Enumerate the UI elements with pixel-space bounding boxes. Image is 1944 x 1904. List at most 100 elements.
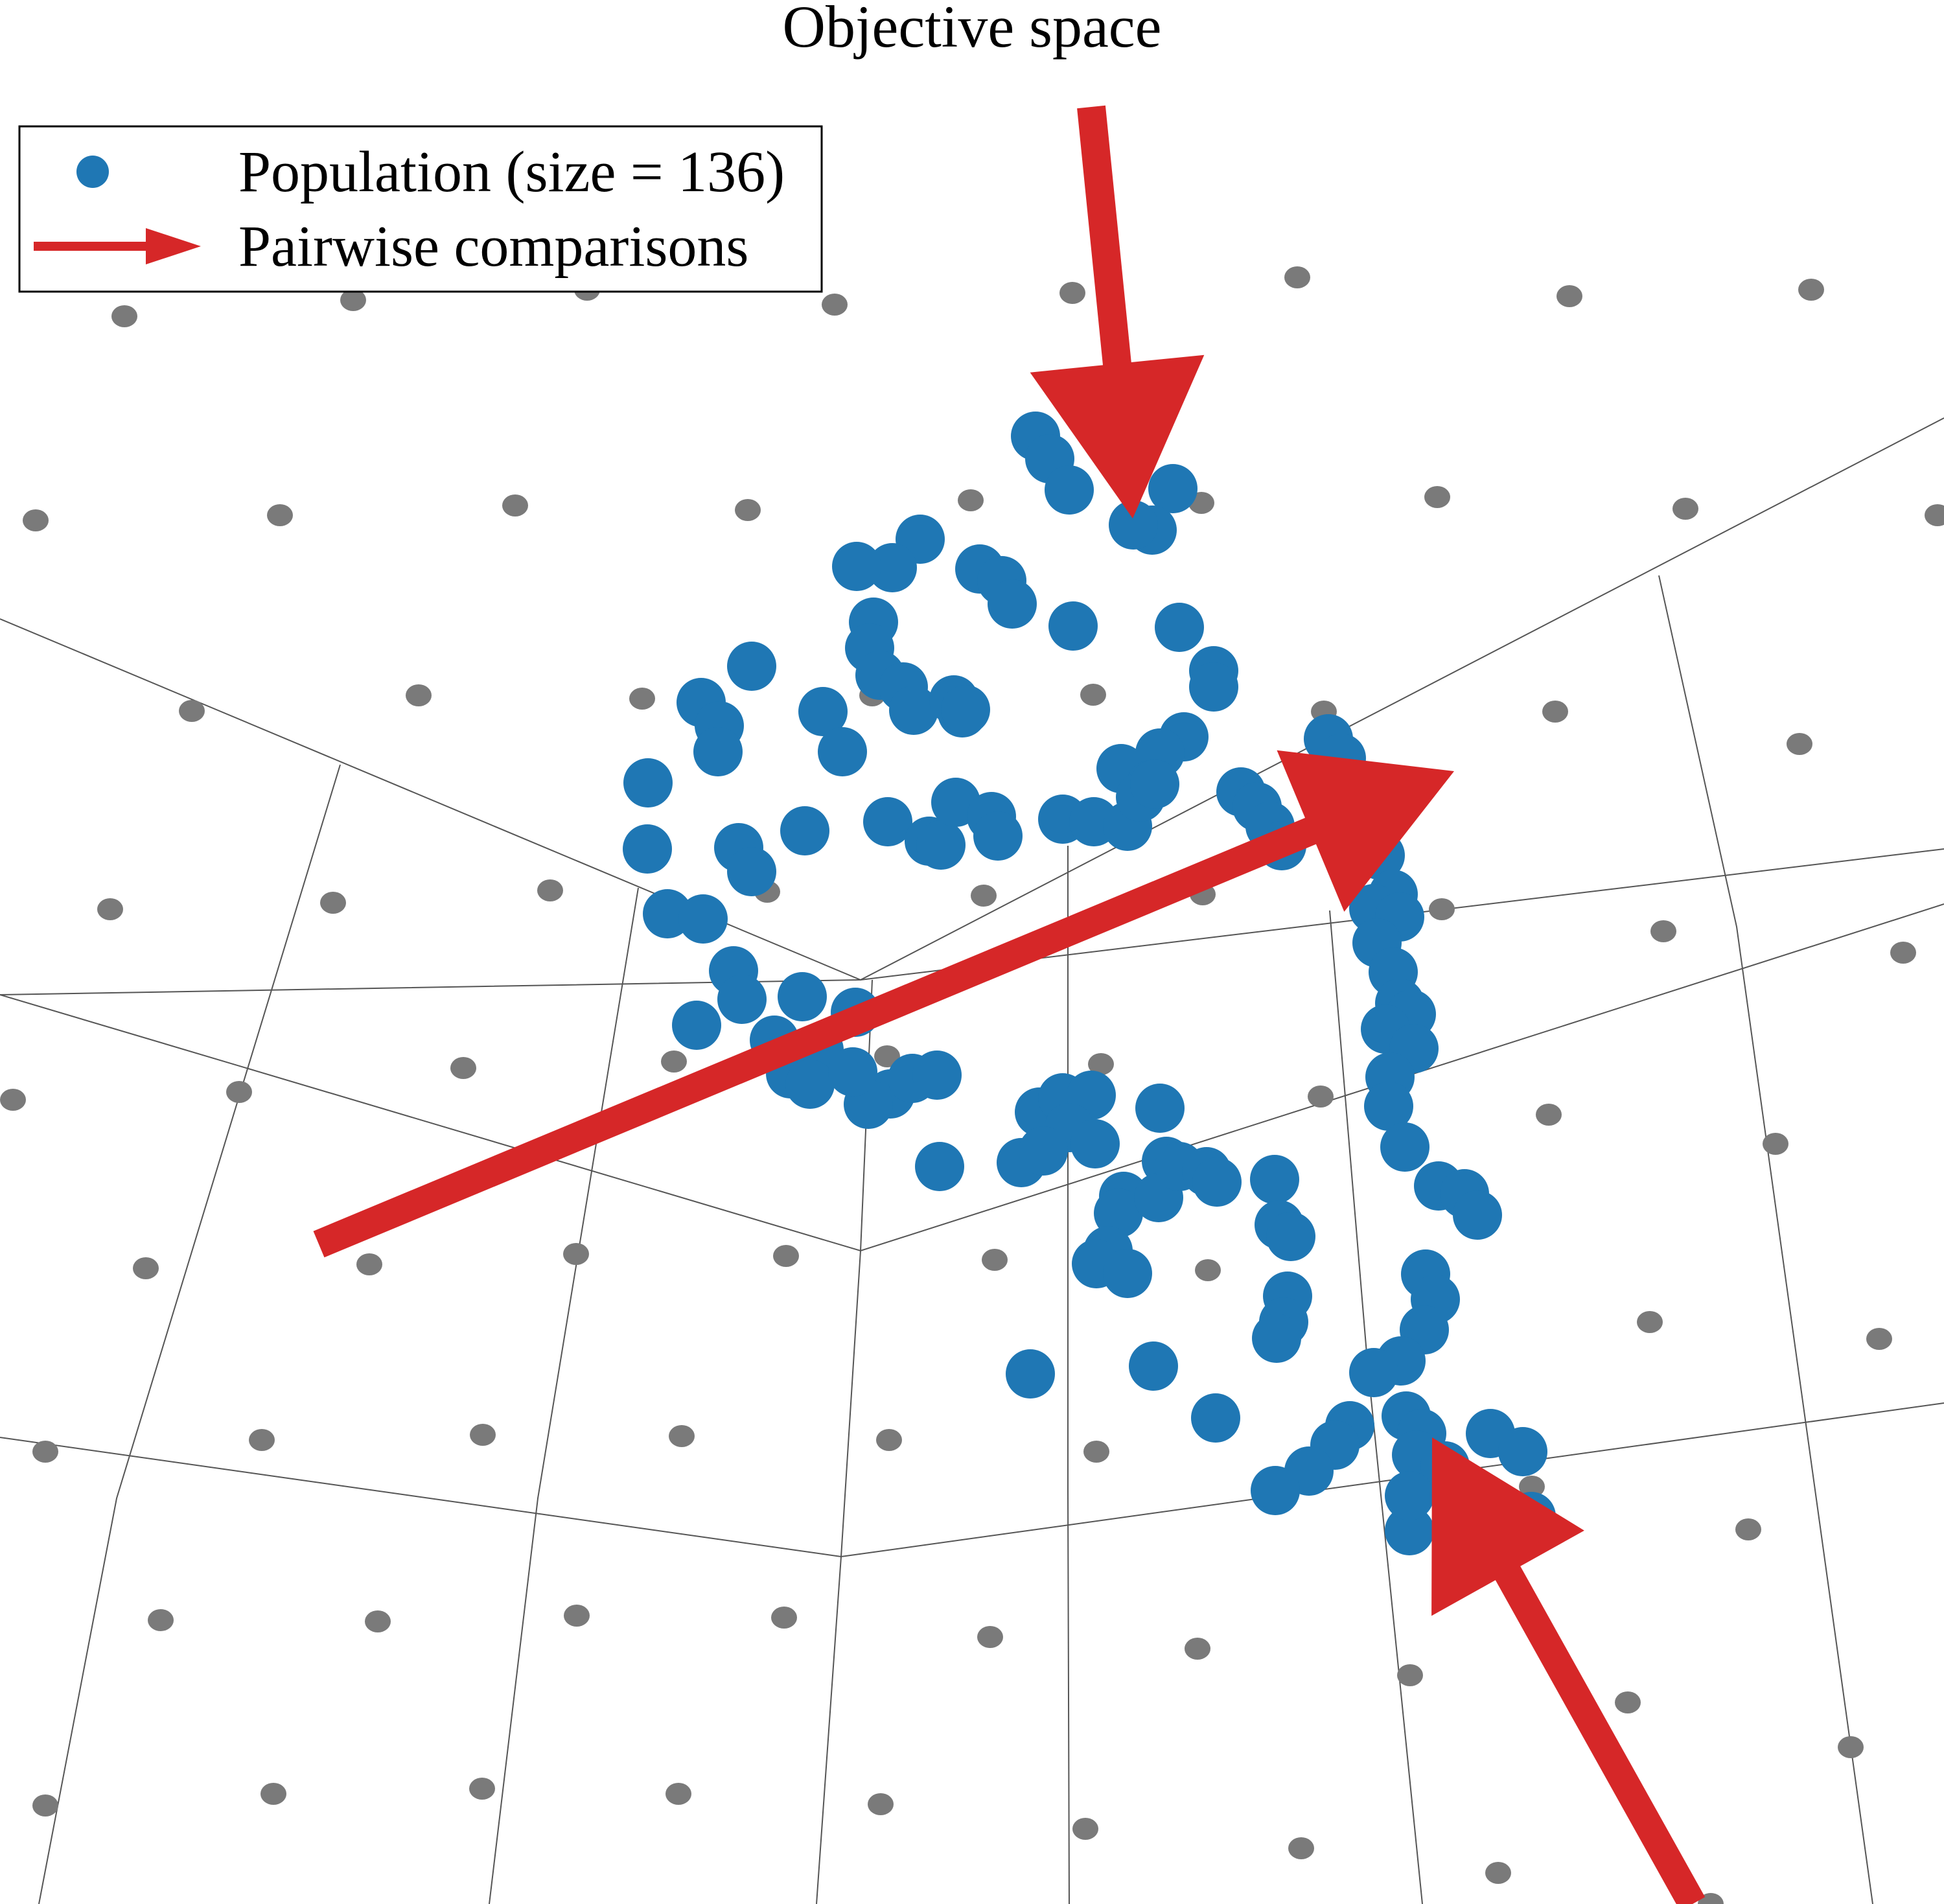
population-point bbox=[863, 797, 912, 846]
reference-point bbox=[1083, 1441, 1109, 1463]
reference-point bbox=[1080, 684, 1106, 706]
reference-point bbox=[1185, 1638, 1210, 1660]
population-point bbox=[912, 1051, 962, 1100]
reference-point bbox=[977, 1626, 1003, 1648]
population-point bbox=[1103, 1249, 1152, 1298]
population-point bbox=[717, 975, 767, 1024]
reference-point bbox=[661, 1051, 687, 1073]
reference-point bbox=[1650, 920, 1676, 942]
pairwise-comparison-arrow bbox=[313, 750, 1454, 1258]
population-point bbox=[778, 972, 827, 1021]
reference-point bbox=[356, 1253, 382, 1275]
legend-arrow-head bbox=[146, 228, 201, 264]
population-point bbox=[623, 758, 673, 807]
population-point bbox=[1364, 1082, 1413, 1131]
population-point bbox=[1252, 1314, 1301, 1363]
population-point bbox=[889, 686, 938, 735]
population-point bbox=[693, 727, 743, 776]
reference-point bbox=[1798, 279, 1824, 301]
reference-point bbox=[982, 1249, 1008, 1271]
pairwise-comparison-arrows bbox=[313, 105, 1706, 1904]
population-point bbox=[941, 685, 990, 734]
population-point bbox=[1453, 1190, 1502, 1240]
population-point bbox=[678, 894, 728, 944]
reference-point bbox=[111, 305, 137, 327]
chart-title: Objective space bbox=[783, 0, 1162, 60]
population-point bbox=[1006, 1349, 1055, 1399]
reference-point bbox=[1542, 701, 1568, 723]
population-point bbox=[1109, 500, 1158, 550]
legend-population-marker bbox=[76, 156, 109, 188]
reference-point bbox=[773, 1245, 799, 1267]
grid-line bbox=[0, 1402, 1944, 1558]
reference-point bbox=[868, 1793, 894, 1815]
reference-point bbox=[406, 684, 432, 706]
reference-point bbox=[249, 1429, 275, 1451]
legend: Population (size = 136) Pairwise compari… bbox=[18, 125, 823, 293]
population-point bbox=[1019, 1126, 1068, 1176]
population-point bbox=[818, 727, 867, 776]
reference-point bbox=[260, 1783, 286, 1805]
reference-point bbox=[226, 1081, 252, 1103]
population-point bbox=[1155, 603, 1204, 652]
reference-point bbox=[876, 1429, 902, 1451]
population-point bbox=[1070, 1119, 1120, 1168]
legend-label-comparisons: Pairwise comparisons bbox=[238, 215, 748, 279]
population-point bbox=[916, 820, 966, 870]
reference-point bbox=[564, 1605, 590, 1627]
population-point bbox=[832, 542, 881, 591]
reference-point bbox=[1925, 504, 1944, 526]
grid-line bbox=[1067, 846, 1070, 1904]
reference-point bbox=[1890, 942, 1916, 964]
population-points bbox=[623, 412, 1556, 1555]
population-point bbox=[988, 579, 1037, 629]
reference-point bbox=[1556, 285, 1582, 307]
reference-point bbox=[1615, 1691, 1641, 1713]
reference-point bbox=[665, 1783, 691, 1805]
population-point bbox=[1498, 1427, 1547, 1476]
reference-point bbox=[1536, 1104, 1562, 1126]
population-point bbox=[1349, 1348, 1398, 1397]
reference-point bbox=[32, 1794, 58, 1817]
population-point bbox=[1380, 1122, 1429, 1172]
legend-box bbox=[18, 125, 823, 293]
reference-point bbox=[1072, 1818, 1098, 1840]
population-point bbox=[1385, 1506, 1434, 1555]
reference-point bbox=[179, 700, 205, 722]
population-point bbox=[1048, 601, 1098, 651]
reference-point bbox=[1284, 266, 1310, 288]
reference-points bbox=[0, 266, 1944, 1904]
population-point bbox=[1094, 1189, 1143, 1238]
population-point bbox=[1192, 1157, 1242, 1207]
population-point bbox=[623, 824, 672, 874]
reference-point bbox=[1195, 1259, 1221, 1281]
reference-point bbox=[320, 892, 346, 914]
legend-label-population: Population (size = 136) bbox=[238, 140, 785, 204]
reference-point bbox=[32, 1441, 58, 1463]
reference-point bbox=[502, 494, 528, 517]
reference-point bbox=[563, 1243, 589, 1265]
reference-point bbox=[148, 1609, 174, 1631]
reference-point bbox=[669, 1425, 695, 1447]
reference-point bbox=[365, 1610, 391, 1632]
reference-point bbox=[97, 898, 123, 920]
population-point bbox=[1148, 464, 1198, 513]
population-point bbox=[1266, 1212, 1315, 1261]
reference-point bbox=[1424, 486, 1450, 508]
reference-point bbox=[958, 489, 984, 511]
reference-point bbox=[133, 1257, 159, 1279]
pairwise-comparison-arrow bbox=[1030, 105, 1205, 519]
reference-point bbox=[537, 879, 563, 901]
population-point bbox=[1130, 760, 1179, 809]
population-point bbox=[785, 1060, 835, 1109]
reference-point bbox=[267, 504, 293, 526]
population-point bbox=[780, 806, 829, 855]
reference-point bbox=[629, 688, 655, 710]
population-point bbox=[727, 642, 776, 691]
reference-point bbox=[822, 294, 848, 316]
pairwise-comparison-arrow bbox=[1431, 1437, 1706, 1904]
reference-point bbox=[1763, 1133, 1788, 1155]
population-point bbox=[1191, 1393, 1240, 1443]
